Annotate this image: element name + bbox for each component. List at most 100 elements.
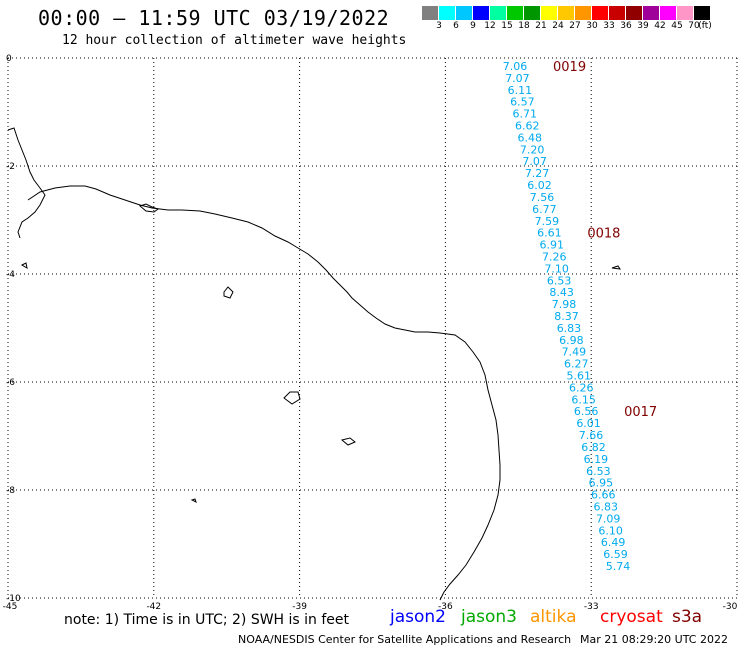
satellite-legend-item: altika [530, 607, 577, 627]
wave-height-label: 6.95 [589, 477, 614, 490]
colorbar-swatch [558, 6, 575, 20]
wave-height-label: 6.53 [586, 465, 611, 478]
colorbar-swatch [439, 6, 456, 20]
wave-height-label: 6.15 [571, 393, 596, 406]
wave-height-track: 7.067.076.116.576.716.626.487.207.077.27… [503, 60, 631, 573]
colorbar-label: 30 [586, 21, 598, 31]
colorbar-swatch [592, 6, 609, 20]
colorbar-label: 24 [552, 21, 564, 31]
wave-height-label: 7.20 [520, 143, 545, 156]
colorbar-label: 12 [484, 21, 496, 31]
time-label: 0019 [553, 60, 586, 75]
wave-height-label: 6.48 [517, 131, 542, 144]
wave-height-label: 8.37 [554, 310, 579, 323]
coastline-main [27, 185, 501, 601]
colorbar-swatch [609, 6, 626, 20]
island-2 [223, 286, 234, 299]
lon-tick-label: -36 [438, 602, 453, 612]
wave-height-label: 6.01 [576, 417, 601, 430]
colorbar-swatch [456, 6, 473, 20]
colorbar-label: 6 [453, 21, 459, 31]
colorbar-swatch [422, 6, 439, 20]
satellite-legend-item: cryosat [600, 607, 663, 627]
wave-height-label: 7.07 [505, 72, 530, 85]
island-1 [138, 203, 160, 213]
colorbar-label: 3 [436, 21, 442, 31]
wave-height-label: 6.56 [574, 405, 599, 418]
colorbar-label: 33 [603, 21, 615, 31]
wave-height-label: 6.59 [603, 548, 628, 561]
wave-height-label: 7.59 [535, 215, 560, 228]
lon-tick-label: -39 [292, 602, 307, 612]
time-labels: 0019 0018 0017 [553, 60, 657, 420]
lat-tick-label: -2 [6, 162, 15, 172]
axis-labels: 0 -2 -4 -6 -8 -10-45 -42 -39 -36 -33 -30 [3, 54, 738, 612]
wave-height-label: 6.49 [601, 536, 626, 549]
map-title: 00:00 – 11:59 UTC 03/19/2022 [38, 6, 390, 30]
lat-tick-label: -4 [6, 270, 15, 280]
wave-height-label: 6.26 [569, 381, 594, 394]
wave-height-label: 6.82 [581, 441, 606, 454]
wave-height-label: 6.91 [540, 239, 565, 252]
wave-height-label: 6.53 [547, 274, 572, 287]
colorbar-swatch [473, 6, 490, 20]
lat-tick-label: -6 [6, 378, 15, 388]
colorbar-swatch [575, 6, 592, 20]
wave-height-label: 7.07 [522, 155, 547, 168]
lon-tick-label: -42 [146, 602, 161, 612]
lat-tick-label: -8 [6, 486, 15, 496]
colorbar-swatch [507, 6, 524, 20]
satellite-legend-item: jason3 [461, 607, 517, 627]
island-7 [190, 498, 197, 503]
wave-height-label: 6.11 [508, 84, 533, 97]
colorbar-swatch [694, 6, 711, 20]
wave-height-colorbar [422, 6, 711, 20]
lon-tick-label: -30 [723, 602, 738, 612]
satellite-legend-item: jason2 [390, 607, 446, 627]
coastline-north [7, 127, 46, 239]
wave-height-label: 7.09 [596, 512, 621, 525]
lat-tick-label: -10 [6, 594, 21, 604]
wave-height-label: 8.43 [549, 286, 574, 299]
island-6 [20, 262, 28, 270]
wave-height-label: 6.83 [557, 322, 582, 335]
grid-lines [7, 57, 738, 599]
colorbar-swatch [541, 6, 558, 20]
island-3 [283, 391, 301, 405]
credit-text: NOAA/NESDIS Center for Satellite Applica… [238, 633, 572, 646]
wave-height-label: 6.27 [564, 358, 589, 371]
island-5 [611, 265, 622, 270]
wave-height-label: 7.49 [562, 346, 587, 359]
time-label: 0018 [587, 227, 620, 242]
wave-height-label: 5.74 [606, 560, 631, 573]
wave-height-label: 6.77 [532, 203, 557, 216]
colorbar-label: 9 [470, 21, 476, 31]
time-label: 0017 [624, 405, 657, 420]
wave-height-label: 7.10 [544, 262, 569, 275]
colorbar-label: 45 [671, 21, 683, 31]
wave-height-label: 6.57 [510, 96, 535, 109]
satellite-legend-item: s3a [672, 607, 703, 627]
wave-height-label: 7.56 [530, 191, 555, 204]
wave-height-label: 7.27 [525, 167, 550, 180]
lat-tick-label: 0 [6, 54, 12, 64]
wave-height-label: 6.66 [591, 489, 616, 502]
wave-height-label: 7.98 [552, 298, 577, 311]
colorbar-swatch [660, 6, 677, 20]
wave-height-label: 6.10 [598, 524, 623, 537]
wave-height-label: 7.26 [542, 250, 567, 263]
wave-height-label: 6.02 [527, 179, 552, 192]
colorbar-label: 70 [688, 21, 700, 31]
colorbar-label: 42 [654, 21, 666, 31]
colorbar-swatch [524, 6, 541, 20]
colorbar-swatch [490, 6, 507, 20]
colorbar-label: 27 [569, 21, 581, 31]
timestamp: Mar 21 08:29:20 UTC 2022 [580, 633, 728, 646]
colorbar-swatch [677, 6, 694, 20]
colorbar-swatch [643, 6, 660, 20]
wave-height-label: 6.61 [537, 227, 562, 240]
colorbar-label: (ft) [698, 21, 712, 31]
colorbar-label: 18 [518, 21, 530, 31]
wave-height-label: 6.71 [513, 108, 538, 121]
